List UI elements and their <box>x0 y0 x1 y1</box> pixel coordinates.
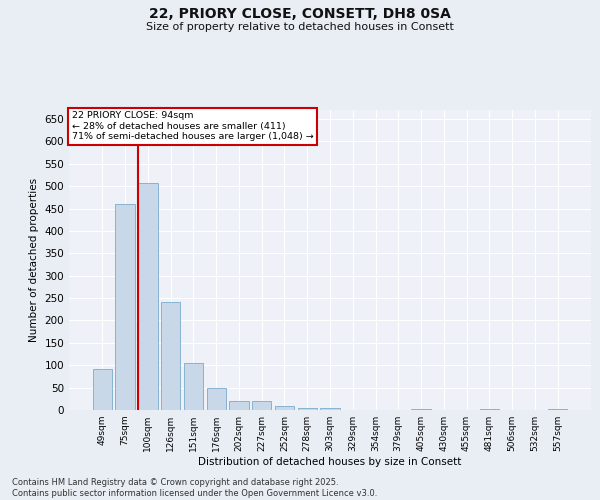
Bar <box>548 409 567 410</box>
X-axis label: Distribution of detached houses by size in Consett: Distribution of detached houses by size … <box>199 457 461 467</box>
Text: 22 PRIORY CLOSE: 94sqm
← 28% of detached houses are smaller (411)
71% of semi-de: 22 PRIORY CLOSE: 94sqm ← 28% of detached… <box>71 112 313 142</box>
Bar <box>138 183 158 410</box>
Bar <box>252 402 271 410</box>
Bar <box>298 408 317 410</box>
Bar <box>93 370 112 410</box>
Bar <box>115 204 135 410</box>
Y-axis label: Number of detached properties: Number of detached properties <box>29 178 39 342</box>
Text: 22, PRIORY CLOSE, CONSETT, DH8 0SA: 22, PRIORY CLOSE, CONSETT, DH8 0SA <box>149 8 451 22</box>
Bar <box>184 364 203 410</box>
Bar <box>229 401 248 410</box>
Bar <box>479 409 499 410</box>
Bar <box>161 302 181 410</box>
Bar <box>412 408 431 410</box>
Text: Size of property relative to detached houses in Consett: Size of property relative to detached ho… <box>146 22 454 32</box>
Bar <box>275 406 294 410</box>
Bar <box>206 388 226 410</box>
Bar <box>320 408 340 410</box>
Text: Contains HM Land Registry data © Crown copyright and database right 2025.
Contai: Contains HM Land Registry data © Crown c… <box>12 478 377 498</box>
